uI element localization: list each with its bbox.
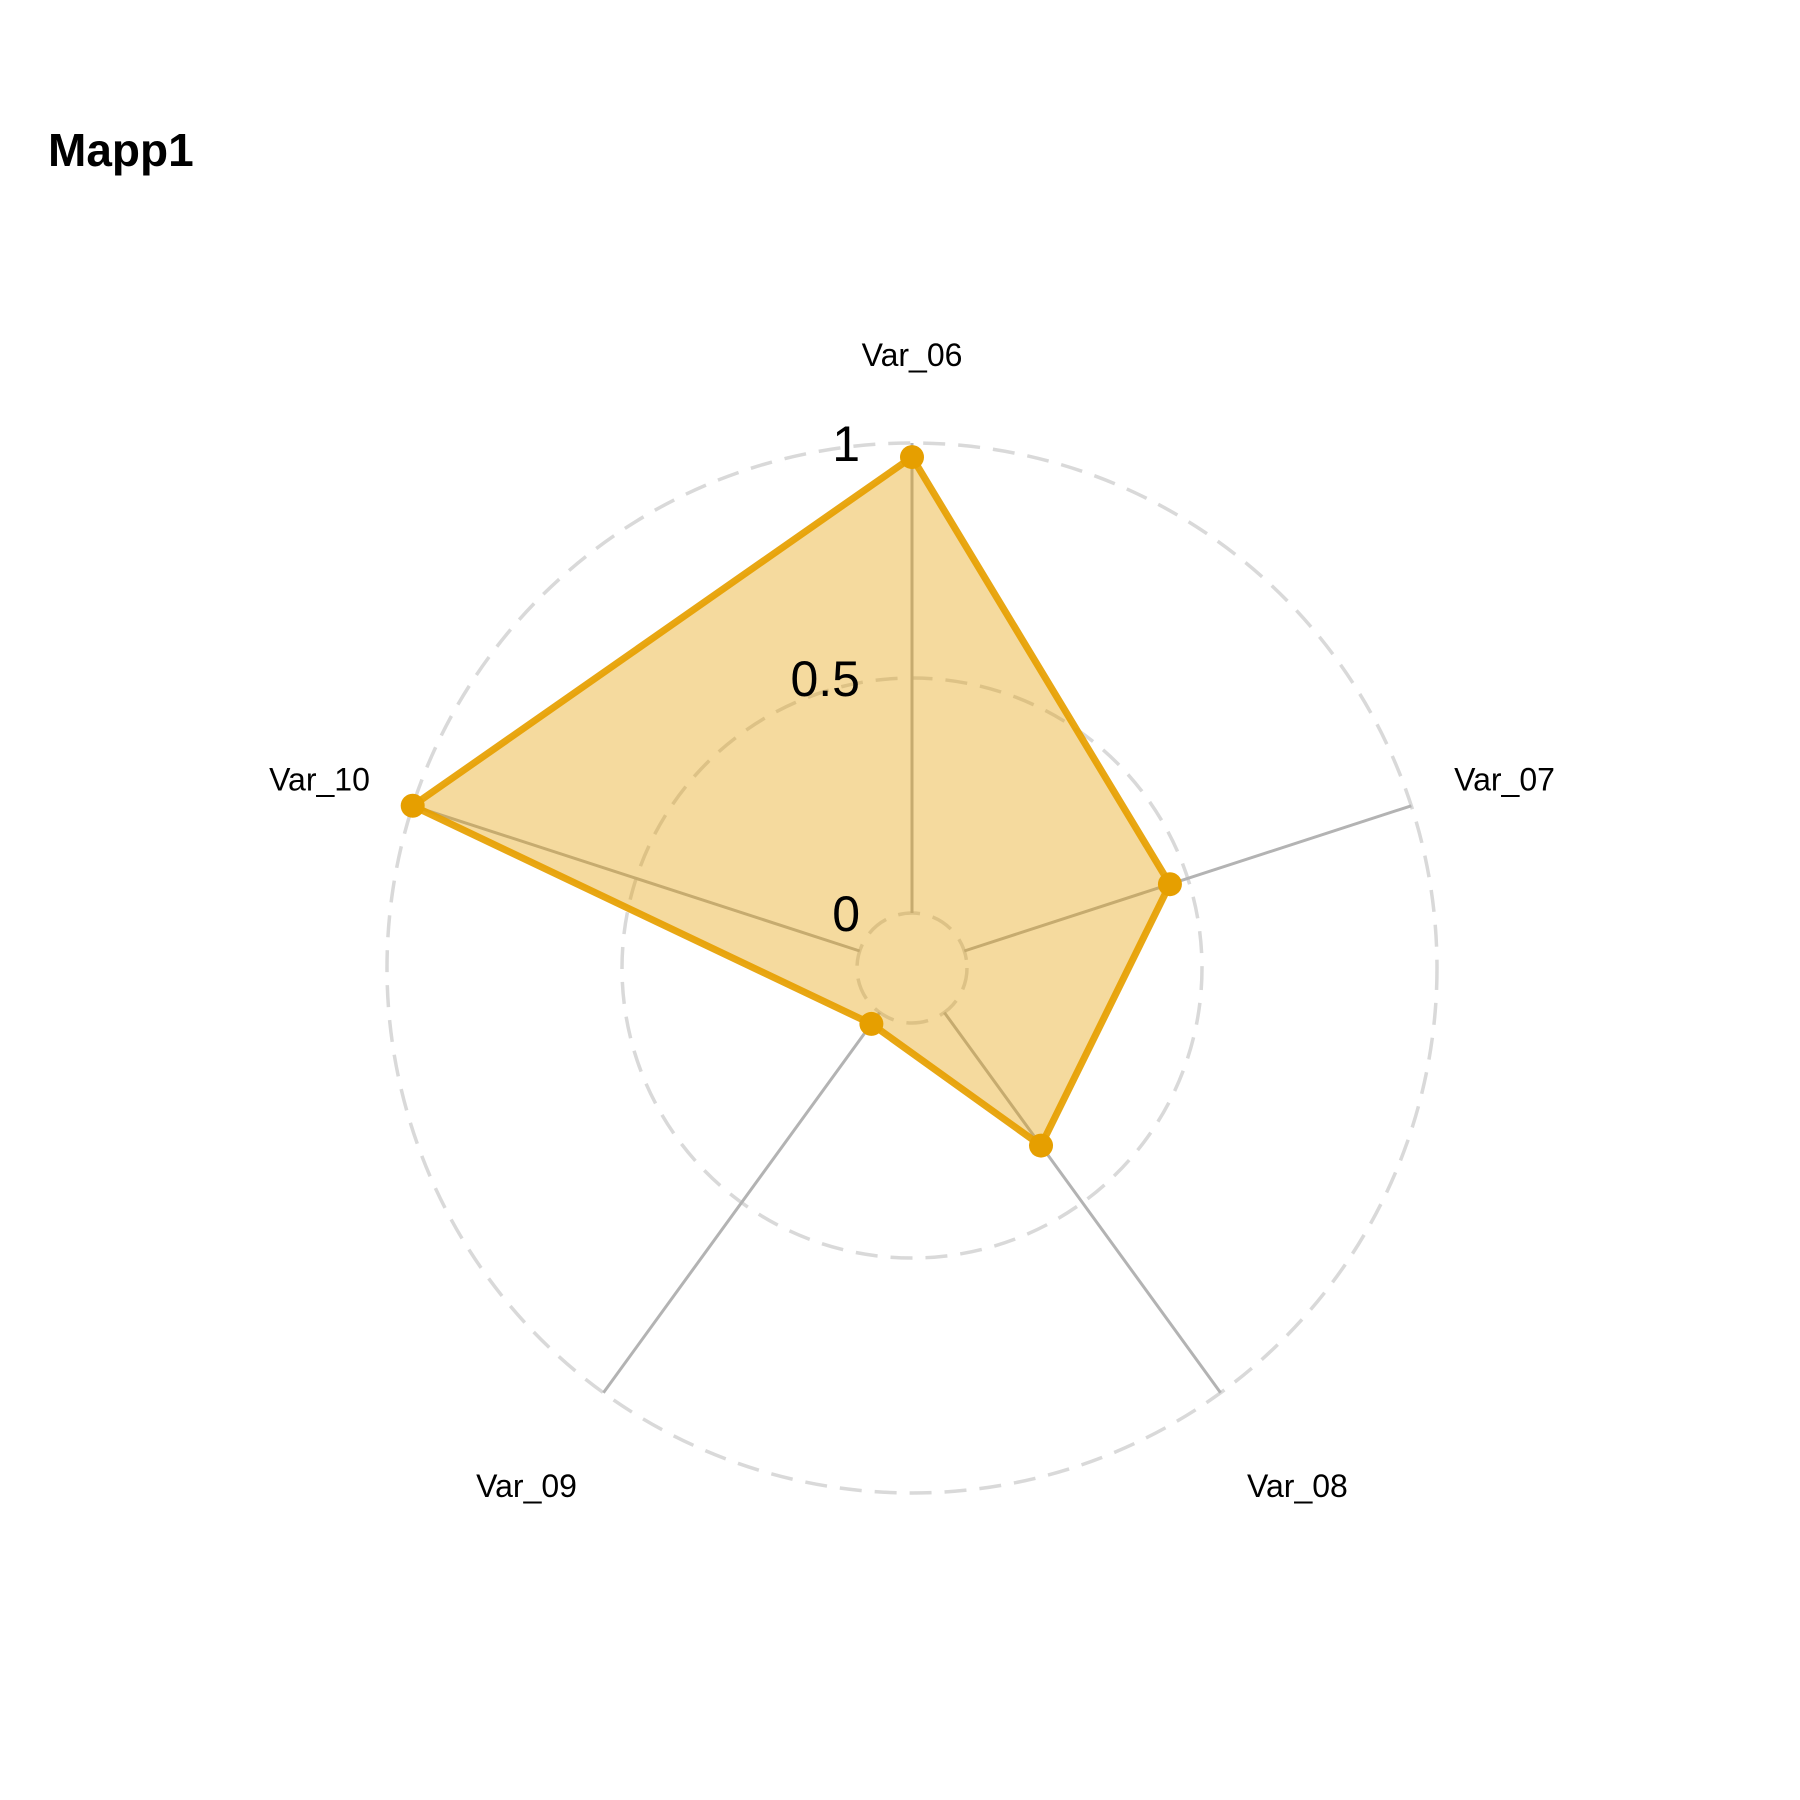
series-point-0-2 — [1029, 1133, 1054, 1158]
axis-line-2 — [943, 1011, 1222, 1394]
chart-title: Mapp1 — [48, 124, 194, 176]
series-point-0-4 — [400, 793, 425, 818]
series-line-0 — [409, 453, 1174, 1150]
label-layer: 0 0.5 1 Var_06 Var_07 Var_08 Var_09 Var_10 — [269, 337, 1555, 1504]
grid-label-2: 1 — [832, 416, 860, 472]
grid-circle-2 — [385, 441, 1439, 1495]
grid-label-0: 0 — [832, 886, 860, 942]
axis-line-4 — [412, 804, 861, 953]
series-point-0-3 — [859, 1011, 884, 1036]
axis-layer — [412, 443, 1412, 1394]
axis-line-1 — [963, 804, 1412, 953]
series-point-0-1 — [1157, 872, 1182, 897]
axis-label-var-09: Var_09 — [476, 1468, 577, 1504]
axis-label-var-08: Var_08 — [1247, 1468, 1348, 1504]
axis-line-3 — [602, 1011, 881, 1394]
axis-label-var-07: Var_07 — [1454, 761, 1555, 797]
grid-label-1: 0.5 — [790, 651, 860, 707]
series-area-0 — [412, 457, 1170, 1146]
series-layer — [400, 445, 1182, 1158]
axis-label-var-10: Var_10 — [269, 761, 370, 797]
series-point-0-0 — [900, 445, 924, 470]
axis-label-var-06: Var_06 — [862, 337, 963, 373]
